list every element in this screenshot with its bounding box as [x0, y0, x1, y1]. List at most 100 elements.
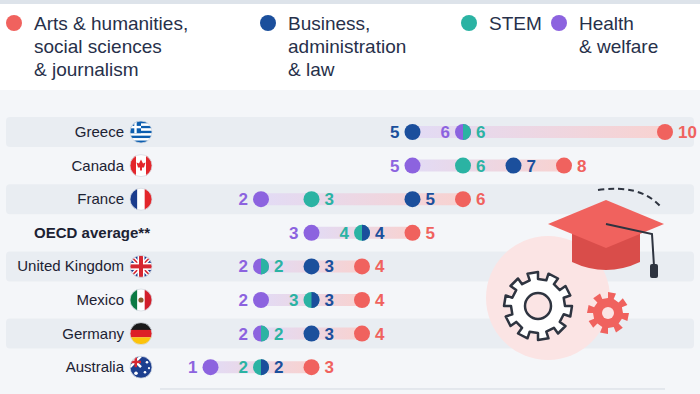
legend-marker [260, 15, 276, 31]
category-label: Greece [75, 123, 124, 140]
legend-line: & law [288, 59, 335, 80]
flag-part [144, 371, 147, 374]
flag-part [138, 297, 143, 302]
data-label: 2 [239, 291, 248, 310]
data-label: 2 [274, 325, 283, 344]
data-label: 6 [476, 157, 485, 176]
data-label: 3 [325, 358, 334, 377]
background [0, 0, 700, 394]
dot [354, 326, 370, 342]
data-label: 6 [476, 123, 485, 142]
data-labels: 566105678235634452234233422341223 [188, 123, 697, 377]
dot [405, 191, 421, 207]
flag [130, 121, 152, 143]
flag-part [130, 136, 152, 139]
dot [405, 225, 421, 241]
flag-part [130, 255, 152, 277]
flag-part [130, 330, 152, 337]
data-label: 7 [527, 157, 536, 176]
legend-label: Arts & humanities,social sciences& journ… [34, 13, 188, 80]
flag-border [130, 121, 152, 143]
data-label: 2 [274, 257, 283, 276]
dot [354, 292, 370, 308]
flag-part [130, 255, 152, 277]
data-label: 3 [289, 224, 298, 243]
dot [261, 359, 269, 375]
dot [405, 124, 421, 140]
dot [354, 225, 370, 241]
flag-part [137, 289, 144, 311]
dot [463, 124, 471, 140]
legend-line: STEM [489, 13, 542, 34]
flag-part [137, 188, 144, 210]
category-label: United Kingdom [17, 257, 124, 274]
flag [130, 188, 152, 210]
flag-part [130, 255, 152, 277]
flag-border [130, 155, 152, 177]
data-label: 6 [476, 190, 485, 209]
dot [455, 158, 471, 174]
flag-part [148, 367, 150, 369]
dot [304, 292, 320, 308]
range-band [413, 160, 565, 172]
data-label: 3 [325, 325, 334, 344]
flag-border [130, 255, 152, 277]
tassel-end [650, 264, 658, 278]
data-label: 4 [375, 224, 385, 243]
category-label: OECD average** [34, 224, 150, 241]
dot [304, 225, 320, 241]
category-label: Australia [66, 358, 125, 375]
data-label: 5 [390, 123, 399, 142]
flag-part [137, 160, 146, 171]
legend-label: STEM [489, 13, 542, 34]
range-band [413, 126, 666, 138]
data-label: 4 [375, 291, 385, 310]
legend-box [0, 4, 700, 90]
category-label: France [77, 190, 124, 207]
data-label: 2 [239, 190, 248, 209]
illustration [486, 189, 664, 360]
data-label: 1 [188, 358, 197, 377]
flag-part [130, 356, 152, 378]
legend: Arts & humanities,social sciences& journ… [6, 13, 658, 80]
flag-border [130, 356, 152, 378]
top-strip [0, 0, 700, 4]
data-label: 4 [340, 224, 350, 243]
dot [455, 191, 471, 207]
legend-line: & journalism [34, 59, 139, 80]
gear-red-hole [602, 307, 614, 319]
data-label: 3 [289, 291, 298, 310]
chart: Arts & humanities,social sciences& journ… [0, 0, 700, 394]
dot [354, 258, 370, 274]
category-label: Canada [71, 157, 124, 174]
legend-line: & welfare [579, 36, 658, 57]
legend-line: administration [288, 36, 406, 57]
data-label: 4 [375, 257, 385, 276]
gear-red [587, 292, 629, 334]
data-label: 2 [239, 257, 248, 276]
data-label: 10 [678, 123, 697, 142]
flag [130, 356, 152, 378]
dot [261, 258, 269, 274]
dot [455, 124, 471, 140]
row-band [6, 117, 694, 147]
flag-part [130, 126, 152, 129]
plot-area [203, 124, 674, 375]
dot [304, 258, 320, 274]
flag-part [130, 155, 152, 177]
flag [130, 289, 152, 311]
cap-arc [598, 189, 660, 206]
legend-line: social sciences [34, 36, 162, 57]
flag-part [134, 371, 138, 375]
dot [556, 158, 572, 174]
flag-border [130, 188, 152, 210]
x-range-line [160, 389, 665, 390]
category-label: Germany [62, 325, 124, 342]
legend-line: Health [579, 13, 634, 34]
data-label: 5 [426, 224, 435, 243]
flag-part [130, 255, 152, 277]
flag [130, 323, 152, 345]
dot [405, 158, 421, 174]
legend-marker [461, 15, 477, 31]
flag-part [139, 255, 143, 277]
